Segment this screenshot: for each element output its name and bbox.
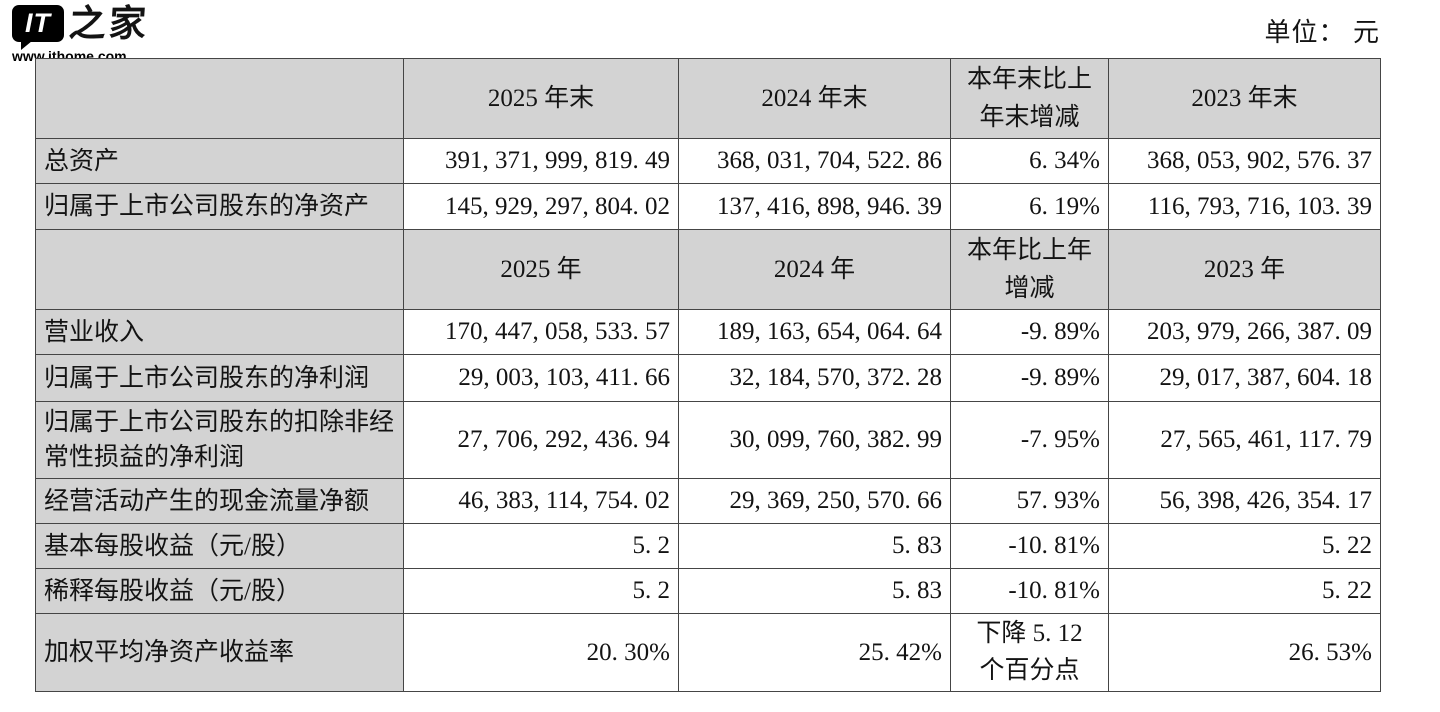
cell-2024: 25. 42% bbox=[678, 613, 951, 692]
col-header-2025-year-end: 2025 年末 bbox=[403, 58, 679, 139]
cell-2023: 116, 793, 716, 103. 39 bbox=[1108, 183, 1381, 230]
header-row-year: 2025 年 2024 年 本年比上年 增减 2023 年 bbox=[35, 229, 1381, 310]
row-label: 归属于上市公司股东的扣除非经常性损益的净利润 bbox=[35, 401, 404, 479]
row-operating-cash-flow: 经营活动产生的现金流量净额 46, 383, 114, 754. 02 29, … bbox=[35, 478, 1381, 524]
ithome-it-badge-icon: IT bbox=[12, 5, 64, 50]
row-net-profit-attributable: 归属于上市公司股东的净利润 29, 003, 103, 411. 66 32, … bbox=[35, 354, 1381, 402]
row-weighted-avg-roe: 加权平均净资产收益率 20. 30% 25. 42% 下降 5. 12 个百分点… bbox=[35, 613, 1381, 692]
ithome-zhijia-text: 之家 bbox=[67, 1, 151, 45]
col-header-yoy-year-end-change: 本年末比上 年末增减 bbox=[950, 58, 1109, 139]
cell-2025: 391, 371, 999, 819. 49 bbox=[403, 138, 679, 184]
cell-2024: 5. 83 bbox=[678, 523, 951, 569]
cell-change: -10. 81% bbox=[950, 568, 1109, 614]
cell-2024: 189, 163, 654, 064. 64 bbox=[678, 309, 951, 355]
unit-label: 单位： 元 bbox=[1264, 18, 1380, 47]
row-net-assets-attributable: 归属于上市公司股东的净资产 145, 929, 297, 804. 02 137… bbox=[35, 183, 1381, 230]
ithome-it-text: IT bbox=[25, 8, 51, 38]
row-diluted-eps: 稀释每股收益（元/股） 5. 2 5. 83 -10. 81% 5. 22 bbox=[35, 568, 1381, 614]
row-label: 归属于上市公司股东的净资产 bbox=[35, 183, 404, 230]
row-label: 归属于上市公司股东的净利润 bbox=[35, 354, 404, 402]
cell-2025: 29, 003, 103, 411. 66 bbox=[403, 354, 679, 402]
row-label: 总资产 bbox=[35, 138, 404, 184]
ithome-logo-row: IT 之家 bbox=[12, 1, 151, 50]
cell-2023: 27, 565, 461, 117. 79 bbox=[1108, 401, 1381, 479]
cell-2025: 5. 2 bbox=[403, 523, 679, 569]
cell-2024: 30, 099, 760, 382. 99 bbox=[678, 401, 951, 479]
row-label: 经营活动产生的现金流量净额 bbox=[35, 478, 404, 524]
cell-change: -9. 89% bbox=[950, 354, 1109, 402]
cell-2024: 29, 369, 250, 570. 66 bbox=[678, 478, 951, 524]
row-operating-revenue: 营业收入 170, 447, 058, 533. 57 189, 163, 65… bbox=[35, 309, 1381, 355]
financial-summary-table: 2025 年末 2024 年末 本年末比上 年末增减 2023 年末 总资产 3… bbox=[35, 58, 1381, 692]
cell-2024: 137, 416, 898, 946. 39 bbox=[678, 183, 951, 230]
col-header-2023-year-end: 2023 年末 bbox=[1108, 58, 1381, 139]
row-label: 加权平均净资产收益率 bbox=[35, 613, 404, 692]
header-blank-cell bbox=[35, 58, 404, 139]
cell-2025: 46, 383, 114, 754. 02 bbox=[403, 478, 679, 524]
cell-2023: 368, 053, 902, 576. 37 bbox=[1108, 138, 1381, 184]
cell-change: -7. 95% bbox=[950, 401, 1109, 479]
row-label: 稀释每股收益（元/股） bbox=[35, 568, 404, 614]
ithome-logo: IT 之家 www.ithome.com bbox=[12, 1, 151, 64]
cell-2025: 5. 2 bbox=[403, 568, 679, 614]
cell-2023: 56, 398, 426, 354. 17 bbox=[1108, 478, 1381, 524]
cell-change: 6. 19% bbox=[950, 183, 1109, 230]
row-label: 营业收入 bbox=[35, 309, 404, 355]
row-net-profit-excl-nonrecurring: 归属于上市公司股东的扣除非经常性损益的净利润 27, 706, 292, 436… bbox=[35, 401, 1381, 479]
cell-change: 57. 93% bbox=[950, 478, 1109, 524]
cell-2023: 29, 017, 387, 604. 18 bbox=[1108, 354, 1381, 402]
cell-2024: 368, 031, 704, 522. 86 bbox=[678, 138, 951, 184]
cell-2023: 5. 22 bbox=[1108, 568, 1381, 614]
header-row-year-end: 2025 年末 2024 年末 本年末比上 年末增减 2023 年末 bbox=[35, 58, 1381, 139]
cell-change: -9. 89% bbox=[950, 309, 1109, 355]
cell-change: 下降 5. 12 个百分点 bbox=[950, 613, 1109, 692]
row-basic-eps: 基本每股收益（元/股） 5. 2 5. 83 -10. 81% 5. 22 bbox=[35, 523, 1381, 569]
cell-2025: 20. 30% bbox=[403, 613, 679, 692]
col-header-2024-year-end: 2024 年末 bbox=[678, 58, 951, 139]
cell-2024: 32, 184, 570, 372. 28 bbox=[678, 354, 951, 402]
col-header-yoy-change: 本年比上年 增减 bbox=[950, 229, 1109, 310]
speech-bubble-tail-icon bbox=[21, 41, 32, 50]
col-header-2023-year: 2023 年 bbox=[1108, 229, 1381, 310]
cell-2023: 26. 53% bbox=[1108, 613, 1381, 692]
header-blank-cell bbox=[35, 229, 404, 310]
cell-change: -10. 81% bbox=[950, 523, 1109, 569]
cell-2023: 5. 22 bbox=[1108, 523, 1381, 569]
row-label: 基本每股收益（元/股） bbox=[35, 523, 404, 569]
col-header-2024-year: 2024 年 bbox=[678, 229, 951, 310]
cell-2024: 5. 83 bbox=[678, 568, 951, 614]
cell-2023: 203, 979, 266, 387. 09 bbox=[1108, 309, 1381, 355]
cell-2025: 27, 706, 292, 436. 94 bbox=[403, 401, 679, 479]
cell-change: 6. 34% bbox=[950, 138, 1109, 184]
row-total-assets: 总资产 391, 371, 999, 819. 49 368, 031, 704… bbox=[35, 138, 1381, 184]
cell-2025: 145, 929, 297, 804. 02 bbox=[403, 183, 679, 230]
col-header-2025-year: 2025 年 bbox=[403, 229, 679, 310]
cell-2025: 170, 447, 058, 533. 57 bbox=[403, 309, 679, 355]
